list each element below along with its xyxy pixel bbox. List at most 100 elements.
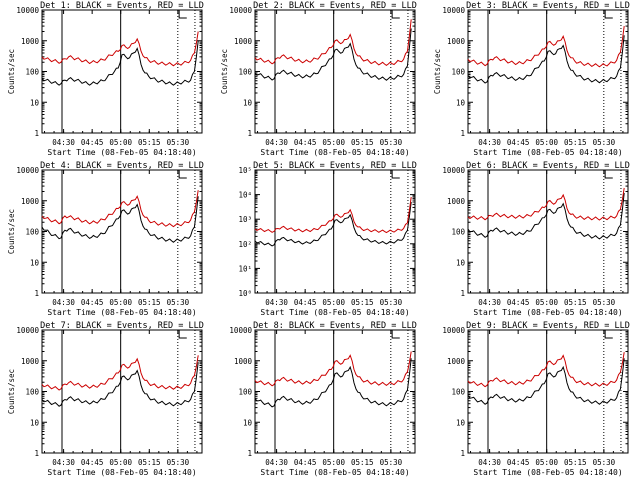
y-tick-label: 10000: [229, 326, 252, 335]
x-tick-label: 05:30: [593, 138, 616, 147]
series-line-lld: [467, 352, 625, 388]
x-tick-label: 05:15: [564, 458, 587, 467]
panel-det-7: 1 10 100 1000 10000 04:30 04:45 05:00 05:15 05:30…: [7, 321, 204, 477]
x-tick-label: 04:30: [265, 298, 288, 307]
y-tick-label: 10: [30, 98, 40, 107]
panel-det-9: 1 10 100 1000 10000 04:30 04:45 05:00 05:15 05:30…: [442, 321, 629, 477]
y-axis-label: Counts/sec: [7, 49, 16, 94]
x-tick-label: 05:15: [351, 298, 374, 307]
series-line-events: [254, 358, 412, 408]
y-tick-label: 10000: [16, 6, 39, 15]
y-tick-label: 100: [25, 68, 39, 77]
y-tick-label: 10⁴: [238, 191, 252, 200]
x-tick-label: 04:30: [265, 138, 288, 147]
y-tick-label: 1: [460, 129, 465, 138]
x-axis-label: Start Time (08-Feb-05 04:18:40): [260, 468, 409, 477]
series-line-events: [467, 35, 625, 84]
x-tick-label: 04:30: [52, 138, 75, 147]
x-tick-label: 04:30: [52, 458, 75, 467]
series-line-lld: [254, 19, 412, 67]
panel-title: Det 1: BLACK = Events, RED = LLD: [40, 1, 204, 11]
x-axis-label: Start Time (08-Feb-05 04:18:40): [47, 148, 196, 157]
x-tick-label: 05:00: [322, 298, 345, 307]
panel-det-6: 1 10 100 1000 10000 04:30 04:45 05:00 05:15 05:30…: [442, 161, 629, 317]
x-tick-label: 04:45: [294, 458, 317, 467]
y-tick-label: 10: [243, 98, 253, 107]
y-tick-label: 100: [238, 68, 252, 77]
y-tick-label: 10: [243, 418, 253, 427]
x-tick-label: 05:15: [351, 458, 374, 467]
x-tick-label: 05:00: [322, 138, 345, 147]
x-tick-label: 05:15: [351, 138, 374, 147]
x-tick-label: 05:15: [138, 458, 161, 467]
x-axis-label: Start Time (08-Feb-05 04:18:40): [47, 468, 196, 477]
y-tick-label: 1000: [447, 37, 466, 46]
y-tick-label: 10¹: [238, 264, 252, 273]
x-tick-label: 04:30: [478, 138, 501, 147]
panel-title: Det 6: BLACK = Events, RED = LLD: [466, 161, 630, 171]
series-line-lld: [467, 187, 625, 221]
y-tick-label: 100: [25, 228, 39, 237]
x-tick-label: 05:15: [564, 138, 587, 147]
x-axis-label: Start Time (08-Feb-05 04:18:40): [473, 148, 622, 157]
panel-title: Det 3: BLACK = Events, RED = LLD: [466, 1, 630, 11]
x-tick-label: 04:45: [507, 458, 530, 467]
x-tick-label: 04:30: [52, 298, 75, 307]
series-line-lld: [41, 355, 199, 391]
y-tick-label: 10³: [238, 215, 252, 224]
plot-frame: [254, 169, 416, 294]
panel-det-5: 10⁰ 10¹ 10² 10³ 10⁴ 10⁵ 04:30 04:45 05:00 05:15 05…: [238, 161, 416, 317]
x-tick-label: 04:45: [294, 298, 317, 307]
y-tick-label: 1000: [447, 197, 466, 206]
series-line-lld: [41, 31, 199, 67]
series-line-lld: [254, 351, 412, 387]
panel-det-3: 1 10 100 1000 10000 04:30 04:45 05:00 05:15 05:30…: [433, 1, 630, 157]
y-tick-label: 1: [460, 449, 465, 458]
x-tick-label: 05:30: [380, 298, 403, 307]
x-tick-label: 05:30: [380, 458, 403, 467]
x-tick-label: 05:15: [138, 138, 161, 147]
y-tick-label: 1: [247, 449, 252, 458]
bracket-marker: [391, 170, 400, 179]
x-tick-label: 05:30: [593, 458, 616, 467]
panel-title: Det 4: BLACK = Events, RED = LLD: [40, 161, 204, 171]
bracket-marker: [604, 330, 613, 339]
panel-det-8: 1 10 100 1000 10000 04:30 04:45 05:00 05:15 05:30…: [229, 321, 416, 477]
y-tick-label: 1000: [21, 37, 40, 46]
panel-title: Det 8: BLACK = Events, RED = LLD: [253, 321, 417, 331]
x-tick-label: 05:00: [109, 298, 132, 307]
x-tick-label: 05:00: [535, 298, 558, 307]
y-tick-label: 1: [34, 289, 39, 298]
y-tick-label: 10: [456, 418, 466, 427]
y-axis-label: Counts/sec: [7, 209, 16, 254]
y-tick-label: 1000: [234, 357, 253, 366]
x-tick-label: 04:45: [81, 458, 104, 467]
y-tick-label: 10000: [442, 6, 465, 15]
panel-title: Det 9: BLACK = Events, RED = LLD: [466, 321, 630, 331]
x-tick-label: 05:30: [167, 458, 190, 467]
x-axis-label: Start Time (08-Feb-05 04:18:40): [260, 308, 409, 317]
panel-det-1: 1 10 100 1000 10000 04:30 04:45 05:00 05:15 05:30…: [7, 1, 204, 157]
bracket-marker: [391, 10, 400, 19]
bracket-marker: [391, 330, 400, 339]
x-tick-label: 05:00: [535, 458, 558, 467]
x-tick-label: 04:30: [478, 458, 501, 467]
series-line-lld: [254, 196, 412, 234]
y-tick-label: 10⁰: [238, 289, 252, 298]
x-tick-label: 05:30: [593, 298, 616, 307]
y-tick-label: 1000: [234, 37, 253, 46]
series-line-lld: [41, 190, 199, 228]
panel-title: Det 7: BLACK = Events, RED = LLD: [40, 321, 204, 331]
x-tick-label: 04:45: [81, 138, 104, 147]
series-line-events: [467, 358, 625, 405]
panel-title: Det 5: BLACK = Events, RED = LLD: [253, 161, 417, 171]
series-line-events: [467, 192, 625, 240]
y-axis-label: Counts/sec: [7, 369, 16, 414]
x-tick-label: 05:00: [109, 458, 132, 467]
x-tick-label: 05:30: [167, 138, 190, 147]
panel-title: Det 2: BLACK = Events, RED = LLD: [253, 1, 417, 11]
y-tick-label: 100: [238, 388, 252, 397]
y-tick-label: 10: [456, 98, 466, 107]
x-axis-label: Start Time (08-Feb-05 04:18:40): [47, 308, 196, 317]
